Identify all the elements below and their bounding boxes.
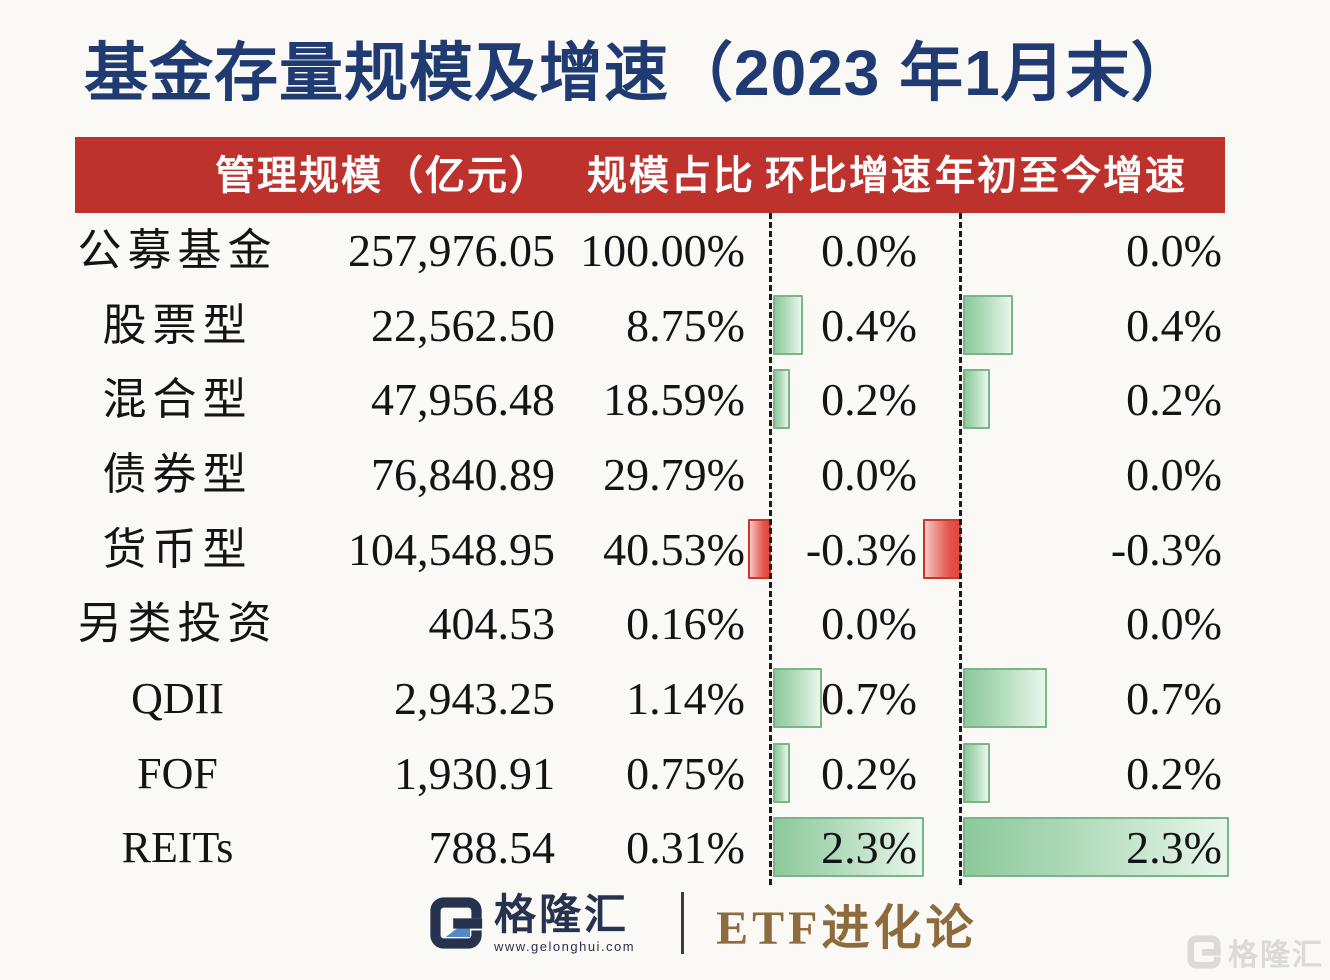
positive-growth-bar [773, 294, 803, 355]
row-label: 债券型 [102, 450, 253, 499]
row-share-value: 100.00% [580, 225, 745, 276]
brand-name: 格隆汇 [494, 890, 630, 938]
channel-name: ETF进化论 [716, 902, 978, 955]
table-row: 公募基金 257,976.05 100.00% 0.0% 0.0% [75, 213, 1225, 288]
footer: 格隆汇 www.gelonghui.com ETF进化论 [428, 888, 977, 958]
row-label: 另类投资 [77, 599, 278, 649]
positive-growth-bar [773, 668, 822, 729]
row-scale-value: 76,840.89 [371, 449, 555, 500]
row-ytd-growth-value: 0.0% [1126, 449, 1222, 500]
row-ytd-growth-value: 0.2% [1126, 747, 1222, 799]
column-header-ytd-growth: 年初至今增速 [935, 153, 1187, 198]
negative-growth-bar [747, 518, 771, 579]
row-mom-growth-value: 0.4% [821, 299, 917, 351]
row-ytd-growth-value: 0.0% [1126, 598, 1222, 650]
brand-block: 格隆汇 www.gelonghui.com [494, 890, 636, 954]
table-row: QDII 2,943.25 1.14% 0.7% 0.7% [75, 661, 1225, 736]
column-header-scale: 管理规模（亿元） [215, 153, 551, 198]
row-ytd-growth-value: 0.4% [1126, 299, 1222, 351]
row-scale-value: 257,976.05 [348, 225, 555, 276]
row-mom-growth-value: -0.3% [805, 523, 917, 575]
row-share-value: 1.14% [626, 673, 745, 725]
row-scale-value: 104,548.95 [348, 523, 555, 575]
row-scale-value: 1,930.91 [394, 747, 555, 799]
column-header-share: 规模占比 [587, 153, 755, 198]
positive-growth-bar [963, 294, 1013, 355]
row-scale-value: 2,943.25 [394, 673, 555, 725]
row-mom-growth-value: 0.7% [821, 673, 917, 725]
row-label: 混合型 [102, 375, 253, 425]
row-ytd-growth-value: 2.3% [1126, 822, 1222, 874]
brand-url: www.gelonghui.com [494, 938, 636, 954]
row-label: 货币型 [102, 524, 253, 574]
row-share-value: 0.31% [626, 822, 745, 874]
table-row: 股票型 22,562.50 8.75% 0.4% 0.4% [75, 288, 1225, 363]
page-title: 基金存量规模及增速（2023 年1月末） [84, 37, 1196, 109]
row-label: 公募基金 [77, 226, 278, 275]
table-body: 公募基金 257,976.05 100.00% 0.0% 0.0% 股票型 22… [75, 213, 1230, 885]
footer-divider [681, 892, 685, 954]
mom-zero-axis [769, 213, 772, 885]
row-scale-value: 47,956.48 [371, 374, 555, 426]
row-ytd-growth-value: 0.0% [1126, 225, 1222, 276]
watermark: 格隆汇 [1186, 930, 1324, 974]
ytd-zero-axis [959, 213, 962, 885]
row-share-value: 0.75% [626, 747, 745, 799]
row-ytd-growth-value: 0.7% [1126, 673, 1222, 725]
gelonghui-logo-icon [430, 897, 484, 949]
row-ytd-growth-value: -0.3% [1110, 523, 1222, 575]
row-label: REITs [121, 823, 234, 873]
watermark-text: 格隆汇 [1228, 939, 1324, 972]
row-mom-growth-value: 0.0% [821, 225, 917, 276]
row-mom-growth-value: 0.2% [821, 747, 917, 799]
row-mom-growth-value: 2.3% [821, 822, 917, 874]
row-share-value: 0.16% [626, 598, 745, 650]
positive-growth-bar [963, 369, 990, 430]
row-share-value: 40.53% [603, 523, 745, 575]
table-row: REITs 788.54 0.31% 2.3% 2.3% [75, 810, 1230, 885]
positive-growth-bar [963, 817, 1230, 878]
row-share-value: 29.79% [603, 449, 745, 500]
table-row: 货币型 104,548.95 40.53% -0.3% -0.3% [75, 512, 1225, 587]
row-share-value: 8.75% [626, 299, 745, 351]
table-row: 另类投资 404.53 0.16% 0.0% 0.0% [75, 586, 1225, 661]
row-share-value: 18.59% [603, 374, 745, 426]
table-row: 债券型 76,840.89 29.79% 0.0% 0.0% [75, 437, 1225, 512]
positive-growth-bar [963, 742, 990, 803]
row-scale-value: 404.53 [428, 598, 556, 650]
column-header-mom-growth: 环比增速 [765, 153, 933, 198]
positive-growth-bar [963, 668, 1047, 729]
positive-growth-bar [773, 742, 790, 803]
table-row: 混合型 47,956.48 18.59% 0.2% 0.2% [75, 362, 1225, 437]
row-label: QDII [131, 674, 224, 724]
row-scale-value: 22,562.50 [371, 299, 555, 351]
row-mom-growth-value: 0.2% [821, 374, 917, 426]
row-mom-growth-value: 0.0% [821, 598, 917, 650]
row-label: 股票型 [102, 300, 253, 350]
row-scale-value: 788.54 [428, 822, 556, 874]
positive-growth-bar [773, 369, 790, 430]
watermark-logo-icon [1187, 935, 1222, 969]
negative-growth-bar [922, 518, 961, 579]
row-label: FOF [137, 748, 218, 798]
table-row: FOF 1,930.91 0.75% 0.2% 0.2% [75, 736, 1225, 811]
row-mom-growth-value: 0.0% [821, 449, 917, 500]
positive-growth-bar [773, 817, 925, 878]
table-header: 管理规模（亿元） 规模占比 环比增速 年初至今增速 [75, 137, 1225, 213]
row-ytd-growth-value: 0.2% [1126, 374, 1222, 426]
